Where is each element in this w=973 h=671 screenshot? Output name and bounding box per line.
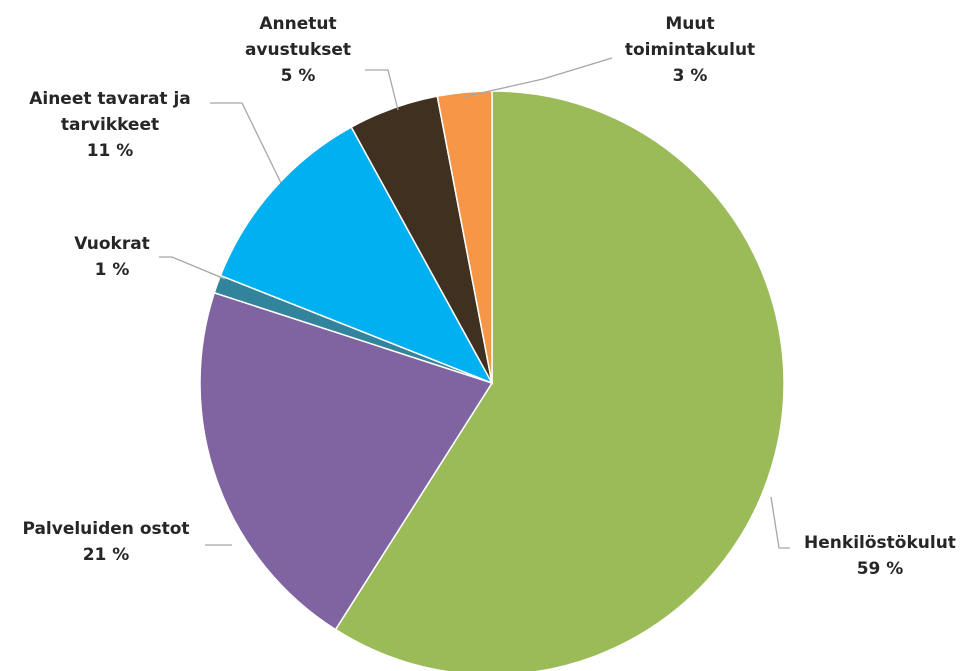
leader-line-annetut-avustukset (365, 69, 399, 111)
pie-slice-palveluiden-ostot (199, 291, 494, 631)
slice-label-muut-toimintakulut-line-1: Muut (665, 14, 714, 34)
slice-percent-aineet-tavarat-ja-tarvikkeet: 11 % (87, 141, 134, 161)
slice-label-henkilostokulut-line-1: Henkilöstökulut (804, 533, 956, 553)
pie-slice-henkilostokulut (334, 90, 785, 671)
leader-line-muut-toimintakulut (462, 57, 613, 98)
slice-labels: Henkilöstökulut 59 % Palveluiden ostot 21 %… (22, 14, 956, 579)
leader-line-henkilostokulut (770, 496, 790, 549)
slice-percent-palveluiden-ostot: 21 % (83, 545, 130, 565)
slice-label-aineet-tavarat-ja-tarvikkeet-line-2: tarvikkeet (61, 115, 159, 135)
slice-label-vuokrat-line-1: Vuokrat (74, 234, 150, 254)
slice-label-palveluiden-ostot-line-1: Palveluiden ostot (22, 519, 189, 539)
leader-lines (159, 57, 790, 549)
leader-line-vuokrat (159, 256, 226, 280)
slice-percent-vuokrat: 1 % (95, 260, 130, 280)
leader-line-aineet-tavarat-ja-tarvikkeet (210, 102, 282, 184)
pie-slice-aineet-tavarat-ja-tarvikkeet (219, 126, 494, 385)
slice-percent-henkilostokulut: 59 % (857, 559, 904, 579)
pie-slices (199, 90, 785, 671)
slice-percent-muut-toimintakulut: 3 % (673, 66, 708, 86)
slice-label-annetut-avustukset-line-2: avustukset (245, 40, 351, 60)
slice-label-annetut-avustukset-line-1: Annetut (259, 14, 336, 34)
slice-label-aineet-tavarat-ja-tarvikkeet-line-1: Aineet tavarat ja (29, 89, 191, 109)
slice-percent-annetut-avustukset: 5 % (281, 66, 316, 86)
slice-label-muut-toimintakulut-line-2: toimintakulut (625, 40, 755, 60)
